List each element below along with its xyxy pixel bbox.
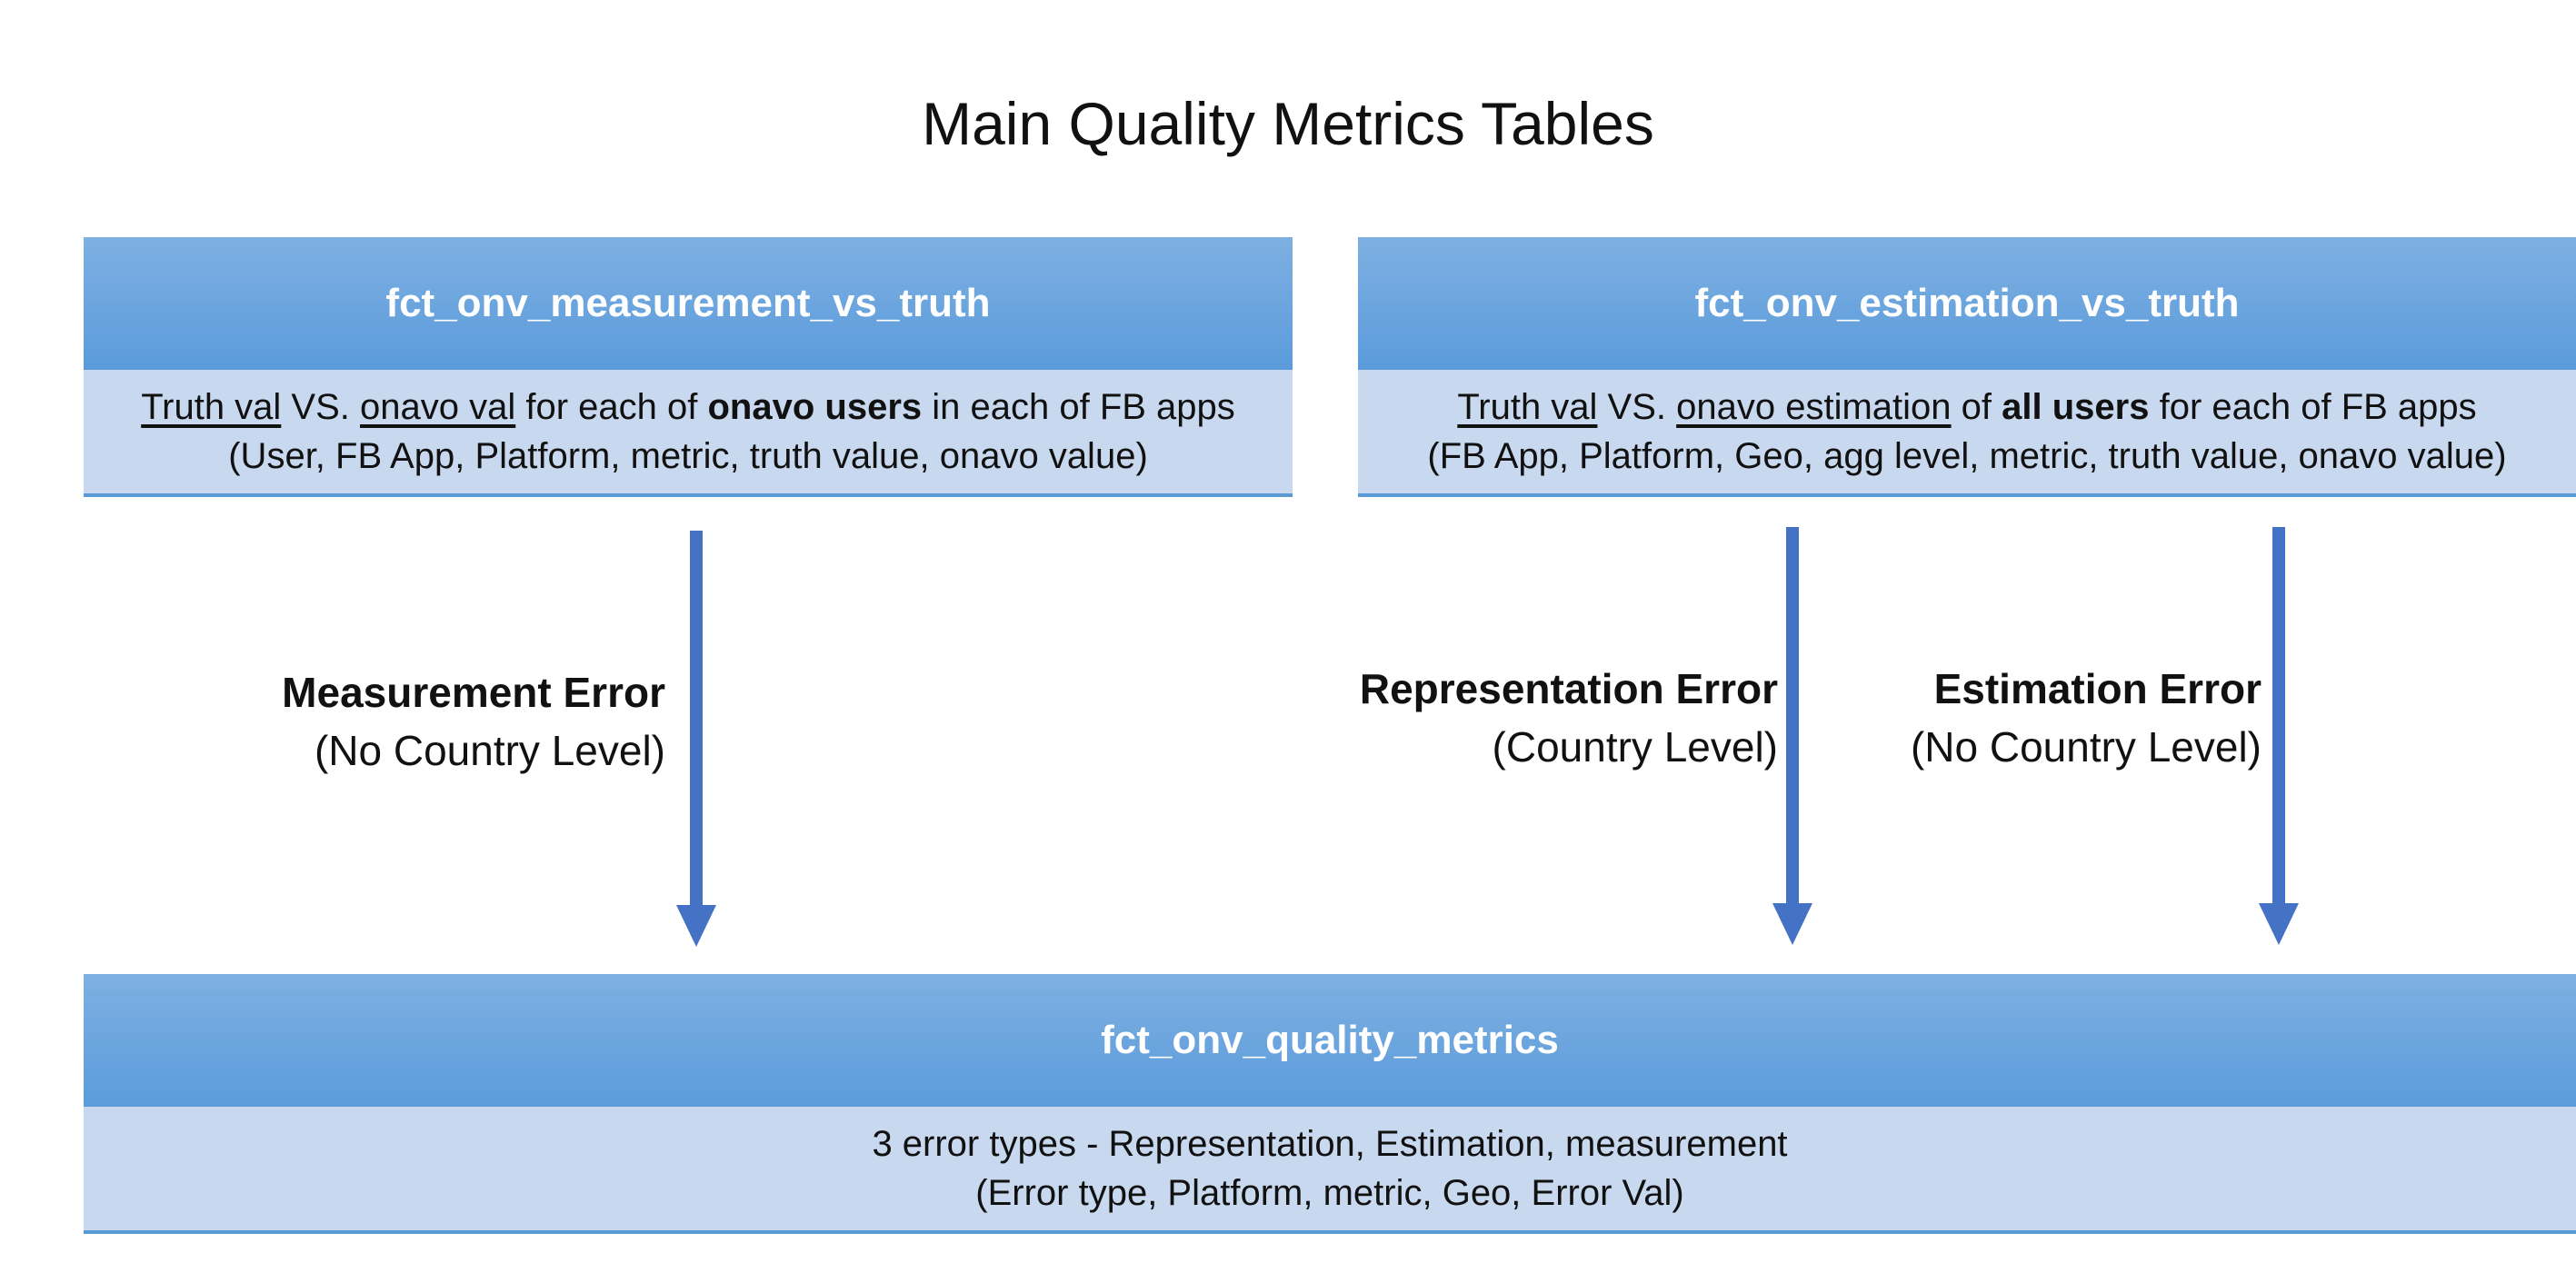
estimation-table-desc: Truth val VS. onavo estimation of all us…: [1457, 383, 2476, 432]
estimation-error-level: (No Country Level): [1910, 723, 2261, 771]
for-each-text: for each of: [515, 387, 708, 427]
representation-error-level: (Country Level): [1492, 723, 1778, 771]
estimation-table: fct_onv_estimation_vs_truth Truth val VS…: [1358, 237, 2576, 497]
measurement-table-desc: Truth val VS. onavo val for each of onav…: [141, 383, 1235, 432]
measurement-table-header: fct_onv_measurement_vs_truth: [84, 237, 1293, 370]
vs-text: VS.: [281, 387, 361, 427]
representation-arrow: [1772, 527, 1812, 945]
estimation-arrow: [2259, 527, 2299, 945]
measurement-table-body: Truth val VS. onavo val for each of onav…: [84, 370, 1293, 497]
onavo-val-text: onavo val: [360, 387, 516, 427]
estimation-table-body: Truth val VS. onavo estimation of all us…: [1358, 370, 2576, 497]
measurement-table-columns: (User, FB App, Platform, metric, truth v…: [228, 436, 1148, 476]
of-text: of: [1951, 387, 2002, 427]
estimation-table-columns: (FB App, Platform, Geo, agg level, metri…: [1427, 436, 2507, 476]
onavo-users-text: onavo users: [707, 387, 923, 427]
fb-apps-text: in each of FB apps: [922, 387, 1235, 427]
measurement-error-label: Measurement Error (No Country Level): [282, 663, 665, 780]
fb-apps-text: for each of FB apps: [2149, 387, 2477, 427]
estimation-table-header: fct_onv_estimation_vs_truth: [1358, 237, 2576, 370]
quality-metrics-columns: (Error type, Platform, metric, Geo, Erro…: [975, 1173, 1684, 1213]
representation-error-name: Representation Error: [1359, 665, 1778, 712]
quality-metrics-table: fct_onv_quality_metrics 3 error types - …: [84, 974, 2576, 1234]
measurement-error-name: Measurement Error: [282, 669, 665, 716]
truth-val-text: Truth val: [141, 387, 282, 427]
representation-error-label: Representation Error (Country Level): [1360, 660, 1778, 776]
vs-text: VS.: [1597, 387, 1677, 427]
measurement-arrow: [676, 531, 716, 947]
onavo-estimation-text: onavo estimation: [1676, 387, 1952, 427]
measurement-table: fct_onv_measurement_vs_truth Truth val V…: [84, 237, 1293, 497]
quality-metrics-desc: 3 error types - Representation, Estimati…: [872, 1124, 1788, 1164]
measurement-error-level: (No Country Level): [314, 727, 665, 774]
page-title: Main Quality Metrics Tables: [922, 90, 1654, 157]
quality-metrics-table-header: fct_onv_quality_metrics: [84, 974, 2576, 1107]
estimation-error-name: Estimation Error: [1933, 665, 2261, 712]
truth-val-text: Truth val: [1457, 387, 1598, 427]
quality-metrics-table-body: 3 error types - Representation, Estimati…: [84, 1107, 2576, 1234]
all-users-text: all users: [2002, 387, 2150, 427]
estimation-error-label: Estimation Error (No Country Level): [1911, 660, 2261, 776]
